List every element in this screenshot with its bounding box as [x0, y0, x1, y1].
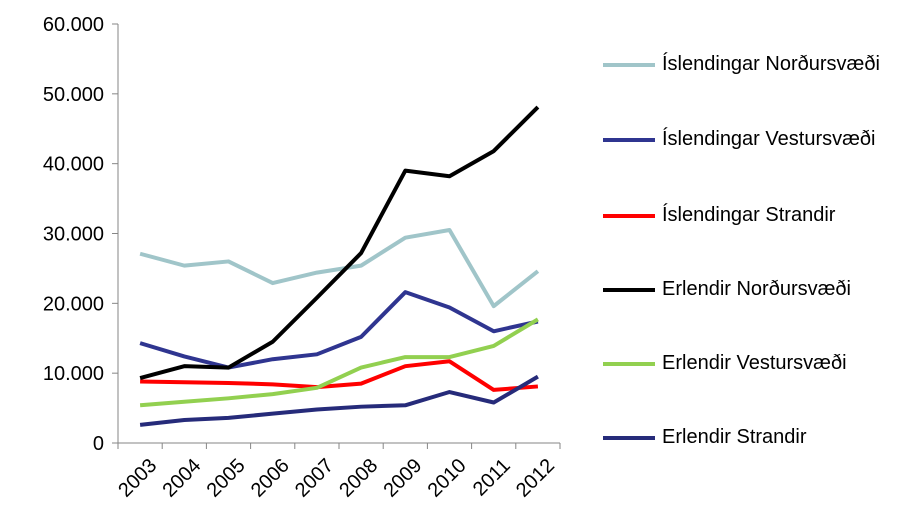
legend-label: Íslendingar Norðursvæði [662, 53, 880, 75]
x-tick-label: 2012 [512, 455, 559, 502]
series-line [139, 290, 539, 370]
y-tick-label: 30.000 [43, 224, 104, 246]
y-tick-label: 60.000 [43, 14, 104, 36]
y-tick-label: 40.000 [43, 154, 104, 176]
legend-label: Íslendingar Strandir [662, 204, 836, 226]
legend-label: Erlendir Vestursvæði [662, 352, 847, 374]
x-tick-label: 2007 [291, 455, 338, 502]
series-line [139, 317, 539, 408]
series-line [139, 228, 540, 309]
y-tick-label: 20.000 [43, 293, 104, 315]
x-tick-label: 2004 [158, 455, 205, 502]
x-tick-label: 2010 [424, 455, 471, 502]
y-tick-label: 50.000 [43, 84, 104, 106]
legend-label: Íslendingar Vestursvæði [662, 128, 876, 150]
series-line [140, 359, 539, 392]
x-tick-label: 2003 [114, 455, 161, 502]
legend-label: Erlendir Norðursvæði [662, 278, 851, 300]
y-tick-label: 0 [93, 433, 104, 455]
x-tick-label: 2006 [247, 455, 294, 502]
series-line [139, 105, 540, 380]
x-tick-label: 2005 [203, 455, 250, 502]
x-tick-label: 2011 [469, 455, 515, 501]
legend-label: Erlendir Strandir [662, 426, 807, 448]
x-tick-label: 2008 [335, 455, 382, 502]
y-tick-label: 10.000 [43, 363, 104, 385]
series-line [139, 374, 539, 427]
x-tick-label: 2009 [379, 455, 426, 502]
